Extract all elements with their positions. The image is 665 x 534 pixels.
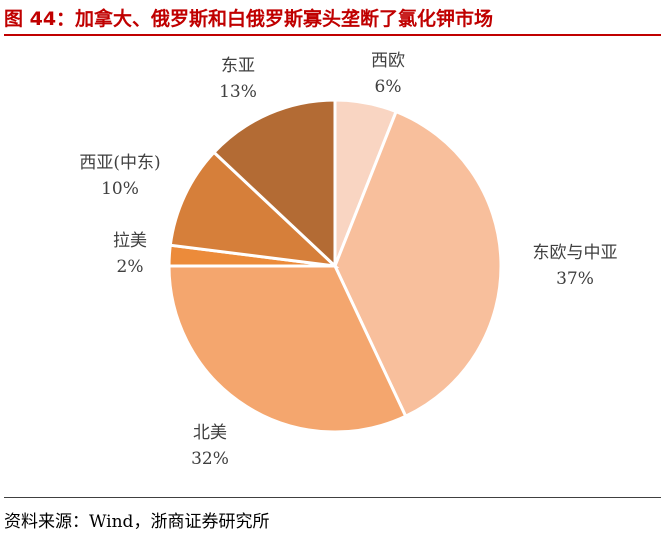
category-label-4: 拉美 [113, 231, 147, 251]
category-label-2: 东欧与中亚 [533, 243, 618, 263]
value-label-4: 2% [117, 257, 144, 277]
pie-slices [167, 98, 503, 434]
category-label-6: 东亚 [221, 56, 255, 76]
source-note: 资料来源：Wind，浙商证券研究所 [4, 512, 270, 532]
pie-chart: 西欧 6% 东欧与中亚 37% 北美 32% 拉美 2% 西亚(中东) 10% 东亚 13% [79, 51, 617, 469]
pie-labels: 西欧 6% 东欧与中亚 37% 北美 32% 拉美 2% 西亚(中东) 10% 东亚 13% [79, 51, 617, 469]
source-divider [4, 497, 661, 498]
pie-slice-6 [211, 98, 337, 270]
value-label-5: 10% [101, 179, 139, 199]
category-label-3: 北美 [193, 423, 227, 443]
value-label-1: 6% [375, 77, 402, 97]
figure-title: 图 44：加拿大、俄罗斯和白俄罗斯寡头垄断了氯化钾市场 [4, 8, 494, 30]
category-label-5: 西亚(中东) [79, 153, 160, 173]
pie-slice-5 [168, 150, 340, 269]
category-label-1: 西欧 [371, 51, 405, 71]
value-label-6: 13% [219, 82, 257, 102]
pie-slice-2 [333, 109, 503, 419]
value-label-2: 37% [556, 269, 594, 289]
title-divider [4, 34, 661, 36]
pie-slice-3 [167, 264, 408, 434]
value-label-3: 32% [191, 449, 229, 469]
